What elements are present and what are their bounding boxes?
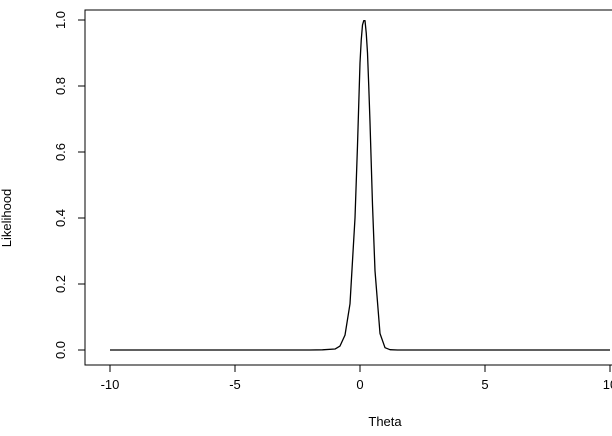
x-tick-label: -10 xyxy=(101,377,120,392)
likelihood-series-line xyxy=(110,20,610,351)
y-tick-label: 0.8 xyxy=(53,77,68,95)
plot-area xyxy=(84,9,612,366)
x-tick-label: -5 xyxy=(229,377,241,392)
y-axis-label: Likelihood xyxy=(0,189,14,248)
x-tick-label: 0 xyxy=(356,377,363,392)
y-axis: 0.0 0.2 0.4 0.6 0.8 1.0 xyxy=(53,11,86,359)
y-tick-label: 0.4 xyxy=(53,209,68,227)
x-tick-label: 5 xyxy=(481,377,488,392)
y-tick-label: 1.0 xyxy=(53,11,68,29)
x-tick-label: 10 xyxy=(603,377,612,392)
y-tick-label: 0.0 xyxy=(53,341,68,359)
y-tick-label: 0.6 xyxy=(53,143,68,161)
y-tick-label: 0.2 xyxy=(53,275,68,293)
x-axis-label: Theta xyxy=(368,414,402,429)
x-axis: -10 -5 0 5 10 xyxy=(101,364,612,392)
